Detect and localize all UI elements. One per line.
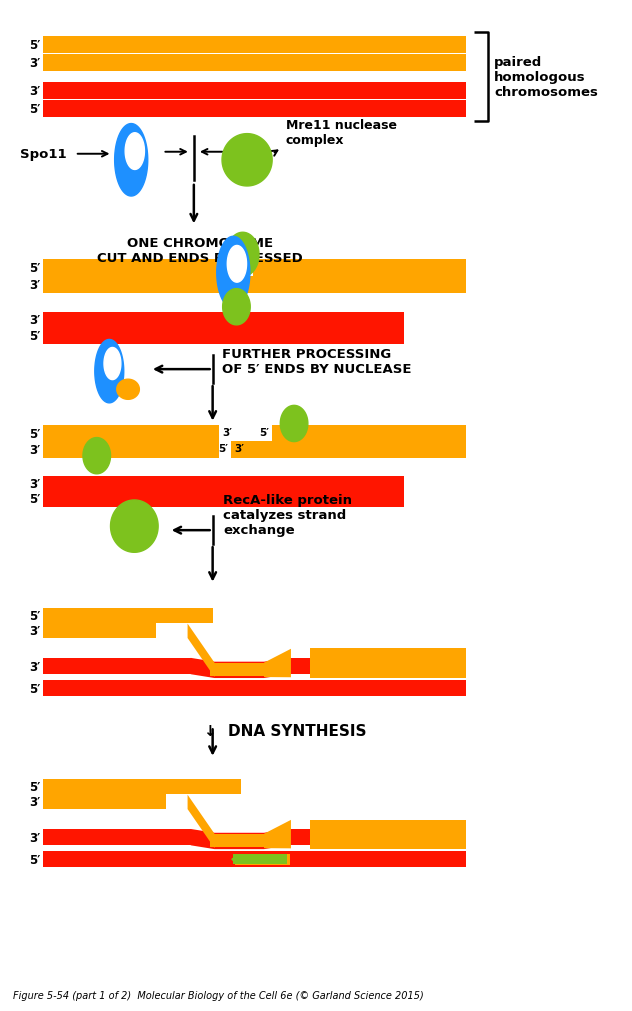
Bar: [44, 442, 219, 458]
Text: 3′: 3′: [29, 625, 40, 638]
Text: 3′: 3′: [29, 279, 40, 292]
Bar: [210, 835, 269, 847]
Text: DNA SYNTHESIS: DNA SYNTHESIS: [228, 723, 367, 738]
Text: paired
homologous
chromosomes: paired homologous chromosomes: [494, 56, 598, 99]
Text: 3′: 3′: [29, 831, 40, 844]
Text: 3′: 3′: [29, 85, 40, 98]
Text: 3′: 3′: [29, 444, 40, 457]
Bar: [234, 854, 289, 865]
Bar: [44, 329, 404, 345]
Text: 5′: 5′: [29, 493, 40, 506]
Bar: [44, 426, 219, 442]
Text: 5′: 5′: [218, 443, 228, 453]
Polygon shape: [191, 829, 288, 849]
Bar: [44, 83, 466, 100]
Polygon shape: [226, 233, 259, 277]
Text: 5′: 5′: [29, 780, 40, 794]
Polygon shape: [281, 406, 308, 442]
Bar: [44, 277, 253, 293]
Text: 3′: 3′: [29, 478, 40, 491]
Bar: [44, 680, 466, 697]
Bar: [44, 260, 220, 276]
Text: RecA-like protein
catalyzes strand
exchange: RecA-like protein catalyzes strand excha…: [223, 493, 352, 536]
Text: 3′: 3′: [29, 660, 40, 673]
Text: 5′: 5′: [29, 103, 40, 116]
Bar: [44, 609, 212, 624]
Polygon shape: [117, 380, 139, 400]
Bar: [44, 491, 404, 508]
Bar: [310, 649, 466, 664]
Bar: [44, 55, 466, 72]
Bar: [272, 426, 466, 442]
Bar: [210, 664, 269, 676]
Bar: [44, 101, 466, 118]
Bar: [44, 851, 466, 867]
Bar: [310, 820, 466, 835]
Text: 5′: 5′: [29, 610, 40, 623]
Polygon shape: [114, 124, 148, 197]
Bar: [44, 36, 466, 54]
Text: 5′: 5′: [29, 330, 40, 343]
Polygon shape: [222, 134, 272, 187]
Text: FURTHER PROCESSING
OF 5′ ENDS BY NUCLEASE: FURTHER PROCESSING OF 5′ ENDS BY NUCLEAS…: [222, 348, 411, 376]
Bar: [288, 658, 466, 674]
Text: 5′: 5′: [29, 38, 40, 52]
Polygon shape: [188, 624, 214, 677]
Bar: [44, 829, 191, 845]
Polygon shape: [125, 133, 145, 170]
Text: Spo11: Spo11: [20, 148, 67, 161]
Bar: [44, 658, 191, 674]
Bar: [288, 829, 466, 845]
Polygon shape: [83, 438, 111, 474]
Text: Figure 5-54 (part 1 of 2)  Molecular Biology of the Cell 6e (© Garland Science 2: Figure 5-54 (part 1 of 2) Molecular Biol…: [13, 990, 423, 1000]
Polygon shape: [222, 289, 250, 326]
Bar: [253, 277, 466, 293]
Polygon shape: [188, 795, 214, 848]
Text: 5′: 5′: [29, 428, 40, 441]
Polygon shape: [228, 247, 246, 283]
Text: Mre11 nuclease
complex: Mre11 nuclease complex: [286, 118, 397, 147]
Text: 3′: 3′: [29, 796, 40, 809]
Text: ↓: ↓: [203, 723, 216, 738]
Bar: [44, 624, 156, 639]
Bar: [44, 476, 404, 492]
Bar: [44, 779, 241, 795]
Text: 3′: 3′: [234, 443, 245, 453]
Bar: [233, 854, 286, 864]
Polygon shape: [111, 500, 158, 553]
Polygon shape: [104, 348, 121, 380]
Polygon shape: [95, 340, 124, 403]
Text: 5′: 5′: [29, 682, 40, 695]
Polygon shape: [191, 658, 288, 678]
Polygon shape: [264, 820, 291, 848]
Bar: [310, 834, 466, 849]
Bar: [231, 442, 466, 458]
Text: 5′: 5′: [259, 427, 269, 437]
Text: 5′: 5′: [29, 262, 40, 275]
Text: ONE CHROMOSOME
CUT AND ENDS PROCESSED: ONE CHROMOSOME CUT AND ENDS PROCESSED: [97, 237, 303, 265]
Text: 3′: 3′: [222, 427, 232, 437]
Bar: [44, 795, 166, 810]
Bar: [310, 663, 466, 678]
Bar: [253, 260, 466, 276]
Polygon shape: [264, 649, 291, 677]
Text: 3′: 3′: [29, 314, 40, 327]
Polygon shape: [217, 237, 250, 309]
Text: 3′: 3′: [29, 57, 40, 70]
Text: 5′: 5′: [29, 853, 40, 865]
Bar: [44, 312, 404, 329]
